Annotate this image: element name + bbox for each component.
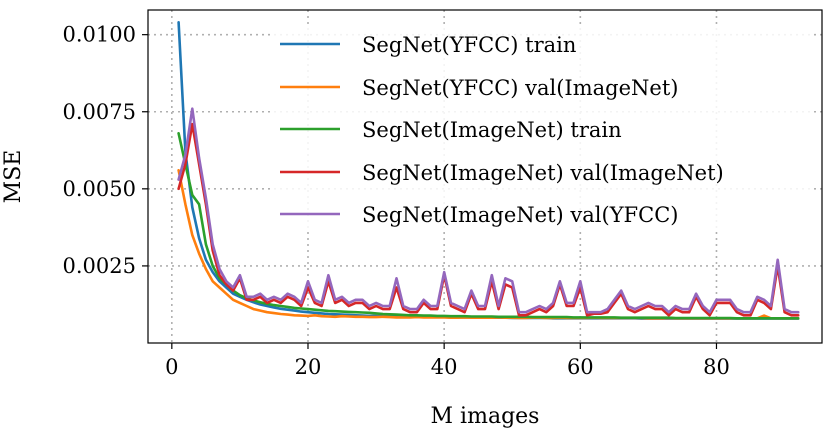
legend-entry-label: SegNet(YFCC) train	[362, 33, 576, 57]
series-line-segnet-imagenet-val-yfcc	[177, 107, 800, 314]
y-tick-label: 0.0025	[63, 254, 136, 278]
legend: SegNet(YFCC) train SegNet(YFCC) val(Image…	[272, 24, 812, 232]
x-tick-label: 60	[567, 355, 594, 379]
y-tick-label: 0.0050	[63, 177, 136, 201]
y-tick-label: 0.0100	[63, 23, 136, 47]
x-tick-label: 20	[295, 355, 322, 379]
plot-frame	[147, 9, 823, 344]
x-axis-label: M images	[431, 404, 540, 429]
series-line-segnet-imagenet-train	[177, 132, 800, 320]
series-layer	[177, 20, 800, 320]
y-axis-label: MSE	[1, 150, 26, 204]
x-axis-ticks: 0 20 40 60 80	[165, 343, 730, 379]
x-tick-label: 0	[165, 355, 178, 379]
x-tick-label: 40	[431, 355, 458, 379]
y-tick-label: 0.0075	[63, 100, 136, 124]
legend-entry-label: SegNet(ImageNet) train	[362, 118, 622, 142]
legend-box	[272, 24, 812, 232]
legend-entry-label: SegNet(ImageNet) val(YFCC)	[362, 203, 678, 227]
x-tick-label: 80	[703, 355, 730, 379]
legend-entry-label: SegNet(YFCC) val(ImageNet)	[362, 76, 678, 100]
legend-entry-label: SegNet(ImageNet) val(ImageNet)	[362, 161, 724, 185]
y-axis-ticks: 0.0025 0.0050 0.0075 0.0100	[63, 23, 148, 278]
